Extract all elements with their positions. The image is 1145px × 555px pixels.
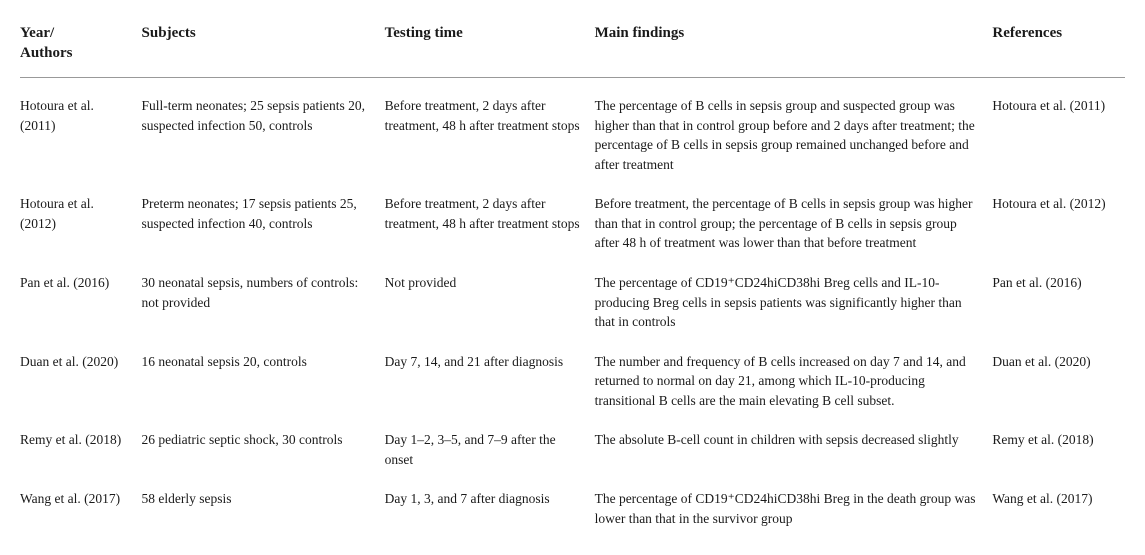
cell-findings: The percentage of CD19⁺CD24hiCD38hi Breg… [595,263,993,342]
header-testing: Testing time [385,16,595,78]
cell-testing: Day 7, 14, and 21 after diagnosis [385,342,595,421]
cell-subjects: 16 neonatal sepsis 20, controls [142,342,385,421]
cell-authors: Hotoura et al. (2012) [20,184,142,263]
table-row: Duan et al. (2020) 16 neonatal sepsis 20… [20,342,1125,421]
cell-testing: Before treatment, 2 days after treatment… [385,78,595,185]
cell-authors: Pan et al. (2016) [20,263,142,342]
cell-testing: Day 1, 3, and 7 after diagnosis [385,479,595,538]
cell-subjects: 30 neonatal sepsis, numbers of controls:… [142,263,385,342]
cell-findings: The percentage of B cells in sepsis grou… [595,78,993,185]
table-row: Wang et al. (2017) 58 elderly sepsis Day… [20,479,1125,538]
table-body: Hotoura et al. (2011) Full-term neonates… [20,78,1125,539]
table-row: Hotoura et al. (2012) Preterm neonates; … [20,184,1125,263]
header-authors: Year/Authors [20,16,142,78]
header-references: References [992,16,1125,78]
cell-authors: Duan et al. (2020) [20,342,142,421]
cell-references: Pan et al. (2016) [992,263,1125,342]
cell-testing: Before treatment, 2 days after treatment… [385,184,595,263]
cell-references: Hotoura et al. (2011) [992,78,1125,185]
cell-findings: The percentage of CD19⁺CD24hiCD38hi Breg… [595,479,993,538]
table-header-row: Year/Authors Subjects Testing time Main … [20,16,1125,78]
table-row: Pan et al. (2016) 30 neonatal sepsis, nu… [20,263,1125,342]
cell-authors: Wang et al. (2017) [20,479,142,538]
cell-references: Hotoura et al. (2012) [992,184,1125,263]
cell-findings: The absolute B-cell count in children wi… [595,420,993,479]
cell-subjects: Preterm neonates; 17 sepsis patients 25,… [142,184,385,263]
research-summary-table: Year/Authors Subjects Testing time Main … [20,16,1125,539]
cell-testing: Not provided [385,263,595,342]
cell-authors: Hotoura et al. (2011) [20,78,142,185]
table-row: Remy et al. (2018) 26 pediatric septic s… [20,420,1125,479]
cell-findings: Before treatment, the percentage of B ce… [595,184,993,263]
cell-testing: Day 1–2, 3–5, and 7–9 after the onset [385,420,595,479]
header-subjects: Subjects [142,16,385,78]
cell-subjects: 58 elderly sepsis [142,479,385,538]
table-row: Hotoura et al. (2011) Full-term neonates… [20,78,1125,185]
cell-subjects: Full-term neonates; 25 sepsis patients 2… [142,78,385,185]
header-findings: Main findings [595,16,993,78]
cell-references: Wang et al. (2017) [992,479,1125,538]
cell-references: Duan et al. (2020) [992,342,1125,421]
cell-subjects: 26 pediatric septic shock, 30 controls [142,420,385,479]
cell-references: Remy et al. (2018) [992,420,1125,479]
cell-findings: The number and frequency of B cells incr… [595,342,993,421]
cell-authors: Remy et al. (2018) [20,420,142,479]
